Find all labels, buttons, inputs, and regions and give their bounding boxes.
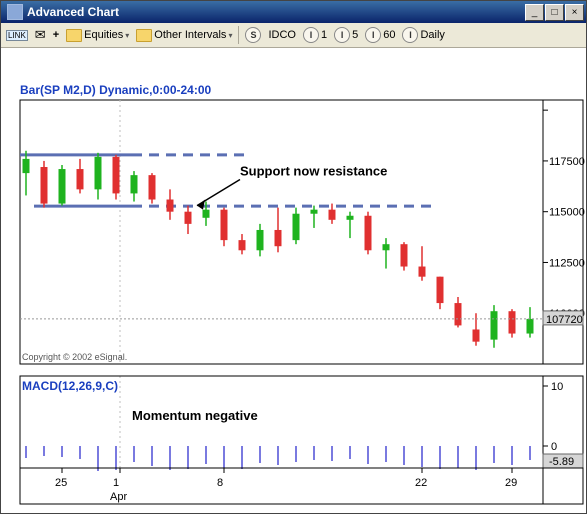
app-icon: [7, 4, 23, 20]
svg-text:Apr: Apr: [110, 491, 127, 503]
add-button[interactable]: +: [50, 24, 62, 46]
svg-text:107720: 107720: [546, 314, 583, 326]
interval-5-button[interactable]: I5: [331, 24, 361, 46]
link-button[interactable]: LINK: [3, 24, 31, 46]
minimize-button[interactable]: _: [525, 4, 544, 21]
interval-60-button[interactable]: I60: [362, 24, 398, 46]
svg-text:8: 8: [217, 477, 223, 489]
svg-text:22: 22: [415, 477, 427, 489]
svg-text:-5.89: -5.89: [549, 456, 574, 468]
folder-icon: [136, 29, 152, 42]
interval-daily-button[interactable]: IDaily: [399, 24, 447, 46]
interval-I-button[interactable]: I1: [300, 24, 330, 46]
title-bar[interactable]: Advanced Chart _ □ ×: [1, 1, 586, 23]
plus-icon: +: [53, 29, 59, 41]
gear-icon: ✉: [35, 27, 46, 43]
svg-text:MACD(12,26,9,C): MACD(12,26,9,C): [22, 379, 118, 393]
chevron-down-icon: ▾: [228, 31, 232, 40]
svg-text:Momentum negative: Momentum negative: [132, 408, 258, 423]
chart-svg: 110000112500115000117500107720Support no…: [2, 48, 585, 513]
toolbar-separator: [238, 26, 239, 44]
chart-area[interactable]: 110000112500115000117500107720Support no…: [2, 48, 585, 513]
svg-text:Bar(SP M2,D) Dynamic,0:00-24:0: Bar(SP M2,D) Dynamic,0:00-24:00: [20, 83, 212, 97]
toolbar: LINK ✉ + Equities▾ Other Intervals▾ S ID…: [1, 23, 586, 48]
svg-text:112500: 112500: [549, 257, 585, 269]
svg-text:0: 0: [551, 441, 557, 453]
svg-text:115000: 115000: [549, 207, 585, 219]
window-title: Advanced Chart: [27, 5, 524, 19]
app-window: Advanced Chart _ □ × LINK ✉ + Equities▾ …: [0, 0, 587, 514]
other-intervals-menu[interactable]: Other Intervals▾: [133, 24, 235, 46]
folder-icon: [66, 29, 82, 42]
equities-menu[interactable]: Equities▾: [63, 24, 132, 46]
svg-text:25: 25: [55, 477, 67, 489]
svg-text:1: 1: [113, 477, 119, 489]
svg-text:29: 29: [505, 477, 517, 489]
maximize-button[interactable]: □: [545, 4, 564, 21]
chevron-down-icon: ▾: [125, 31, 129, 40]
close-button[interactable]: ×: [565, 4, 584, 21]
svg-text:Support now resistance: Support now resistance: [240, 164, 387, 179]
svg-text:117500: 117500: [549, 156, 585, 168]
props-button[interactable]: ✉: [32, 24, 49, 46]
symbol-label: IDCO: [265, 24, 299, 46]
svg-text:Copyright © 2002 eSignal.: Copyright © 2002 eSignal.: [22, 352, 127, 362]
symbol-button[interactable]: S: [242, 24, 264, 46]
svg-text:10: 10: [551, 381, 563, 393]
